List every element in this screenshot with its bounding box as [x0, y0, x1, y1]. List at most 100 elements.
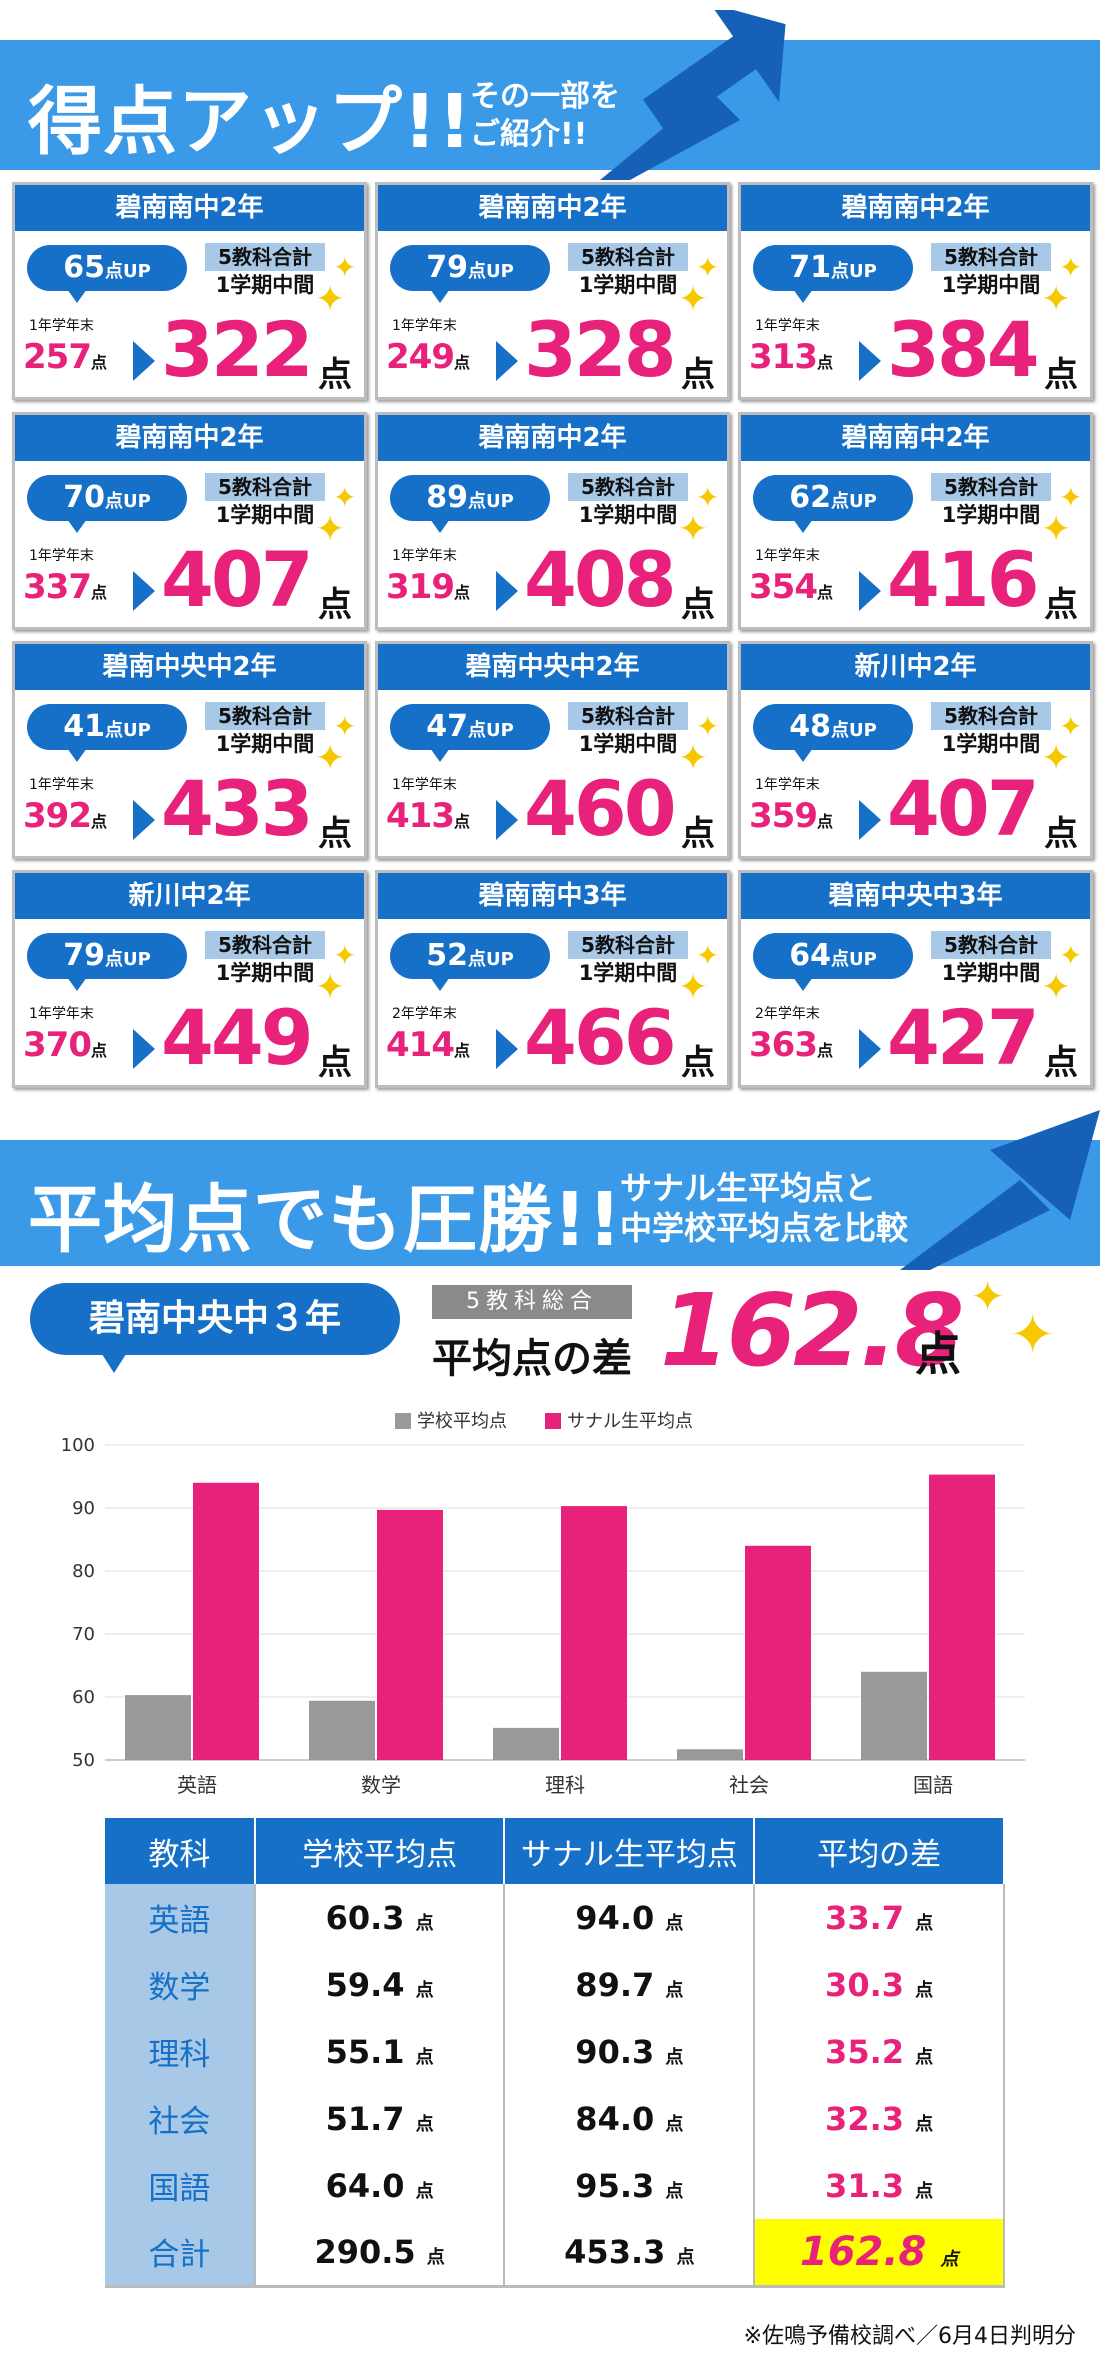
sparkle-icon: ✦: [1059, 710, 1083, 743]
score-card: 碧南南中2年 62点UP 5教科合計 1学期中間 ✦ ✦ 1年学年末 354点 416 点: [738, 412, 1093, 630]
new-score: 322: [161, 305, 314, 394]
bar-school: [861, 1671, 927, 1760]
card-school: 碧南南中2年: [15, 415, 364, 461]
table-row: 社会 51.7 点 84.0 点 32.3 点: [105, 2085, 1005, 2152]
prev-label: 1年学年末: [392, 548, 457, 564]
y-tick-label: 60: [72, 1687, 95, 1708]
subjects-tag: 5教科合計: [568, 243, 688, 271]
score-card: 碧南中央中3年 64点UP 5教科合計 1学期中間 ✦ ✦ 2年学年末 363点 427 点: [738, 870, 1093, 1088]
score-unit: 点: [1044, 814, 1078, 854]
term-tag: 1学期中間: [578, 503, 678, 527]
score-card: 碧南南中2年 79点UP 5教科合計 1学期中間 ✦ ✦ 1年学年末 249点 328 点: [375, 182, 730, 400]
subjects-tag: 5教科合計: [568, 931, 688, 959]
prev-score: 354点: [749, 567, 833, 607]
diff-cell: 32.3 点: [753, 2085, 1005, 2152]
sparkle-icon: ✦: [1059, 939, 1083, 972]
card-school: 碧南南中2年: [378, 415, 727, 461]
sparkle-icon: ✦: [1041, 738, 1072, 779]
section1-subtitle: その一部を ご紹介!!: [470, 79, 620, 152]
sparkle-icon: ✦: [315, 279, 346, 320]
legend-swatch: [395, 1413, 411, 1429]
card-school: 碧南中央中3年: [741, 873, 1090, 919]
summary-value: 162.8: [660, 1272, 964, 1389]
subject-cell: 国語: [105, 2152, 255, 2219]
y-tick-label: 50: [72, 1750, 95, 1771]
up-badge: 48点UP: [753, 704, 913, 762]
sanaru-avg-cell: 95.3 点: [503, 2152, 756, 2219]
bar-sanaru: [193, 1482, 259, 1760]
average-bar-chart: 50 60 70 80 90 100 英語 数学 理科 社会 国語 学校平均点 サナル生平均点: [61, 1411, 1025, 1797]
score-unit: 点: [1044, 355, 1078, 395]
up-badge: 41点UP: [27, 704, 187, 762]
up-badge: 71点UP: [753, 245, 913, 303]
term-tag: 1学期中間: [215, 503, 315, 527]
y-tick-label: 70: [72, 1624, 95, 1645]
legend-label: 学校平均点: [417, 1411, 507, 1432]
sparkle-icon: ✦: [1059, 481, 1083, 514]
term-tag: 1学期中間: [578, 273, 678, 297]
table-row: 数学 59.4 点 89.7 点 30.3 点: [105, 1951, 1005, 2018]
prev-score: 370点: [23, 1025, 107, 1065]
card-school: 碧南南中2年: [741, 415, 1090, 461]
arrow-right-icon: [133, 800, 155, 840]
up-badge: 79点UP: [390, 245, 550, 303]
school-avg-cell: 60.3 点: [253, 1884, 506, 1951]
average-score-table: 教科 学校平均点 サナル生平均点 平均の差 英語 60.3 点 94.0 点 33.7…: [105, 1818, 1005, 2288]
score-unit: 点: [1044, 1043, 1078, 1083]
subject-cell: 数学: [105, 1951, 255, 2018]
new-score: 408: [524, 535, 677, 624]
y-tick-label: 100: [61, 1435, 95, 1456]
sparkle-icon: ✦: [696, 939, 720, 972]
score-card: 碧南南中2年 71点UP 5教科合計 1学期中間 ✦ ✦ 1年学年末 313点 384 点: [738, 182, 1093, 400]
card-school: 碧南南中2年: [378, 185, 727, 231]
summary-unit: 点: [915, 1327, 961, 1381]
bar-sanaru: [377, 1509, 443, 1760]
subjects-tag: 5教科合計: [931, 473, 1051, 501]
sparkle-icon: ✦: [696, 710, 720, 743]
legend-swatch: [545, 1413, 561, 1429]
x-tick-label: 英語: [177, 1773, 217, 1797]
sparkle-icon: ✦: [315, 509, 346, 550]
new-score: 427: [887, 993, 1040, 1082]
subject-cell: 社会: [105, 2085, 255, 2152]
up-badge: 70点UP: [27, 475, 187, 533]
score-card: 碧南南中2年 65点UP 5教科合計 1学期中間 ✦ ✦ 1年学年末 257点 322 点: [12, 182, 367, 400]
score-card: 碧南南中2年 70点UP 5教科合計 1学期中間 ✦ ✦ 1年学年末 337点 407 点: [12, 412, 367, 630]
subjects-tag: 5教科合計: [568, 473, 688, 501]
sparkle-icon: ✦: [1041, 279, 1072, 320]
x-tick-label: 国語: [913, 1773, 953, 1797]
term-tag: 1学期中間: [215, 273, 315, 297]
arrow-right-icon: [496, 571, 518, 611]
up-arrow-icon: [600, 10, 786, 180]
term-tag: 1学期中間: [215, 961, 315, 985]
prev-score: 257点: [23, 337, 107, 377]
sparkle-icon: ✦: [970, 1272, 1006, 1321]
score-unit: 点: [318, 585, 352, 625]
table-header: 学校平均点: [254, 1818, 506, 1884]
table-header: サナル生平均点: [504, 1818, 756, 1884]
arrow-right-icon: [859, 571, 881, 611]
prev-score: 249点: [386, 337, 470, 377]
sanaru-avg-cell: 89.7 点: [503, 1951, 756, 2018]
summary-label: 平均点の差: [432, 1336, 632, 1382]
prev-label: 1年学年末: [755, 318, 820, 334]
new-score: 466: [524, 993, 677, 1082]
new-score: 384: [887, 305, 1040, 394]
table-row: 国語 64.0 点 95.3 点 31.3 点: [105, 2152, 1005, 2219]
subjects-tag: 5教科合計: [205, 473, 325, 501]
arrow-right-icon: [496, 800, 518, 840]
arrow-right-icon: [859, 1029, 881, 1069]
sparkle-icon: ✦: [333, 481, 357, 514]
sparkle-icon: ✦: [696, 481, 720, 514]
sparkle-icon: ✦: [1059, 251, 1083, 284]
card-school: 新川中2年: [15, 873, 364, 919]
subject-cell: 理科: [105, 2018, 255, 2085]
subjects-tag: 5教科合計: [205, 243, 325, 271]
up-badge: 79点UP: [27, 933, 187, 991]
up-badge: 89点UP: [390, 475, 550, 533]
table-header: 平均の差: [754, 1818, 1005, 1884]
arrow-right-icon: [133, 571, 155, 611]
y-tick-label: 90: [72, 1498, 95, 1519]
new-score: 460: [524, 764, 677, 853]
diff-cell: 31.3 点: [753, 2152, 1005, 2219]
